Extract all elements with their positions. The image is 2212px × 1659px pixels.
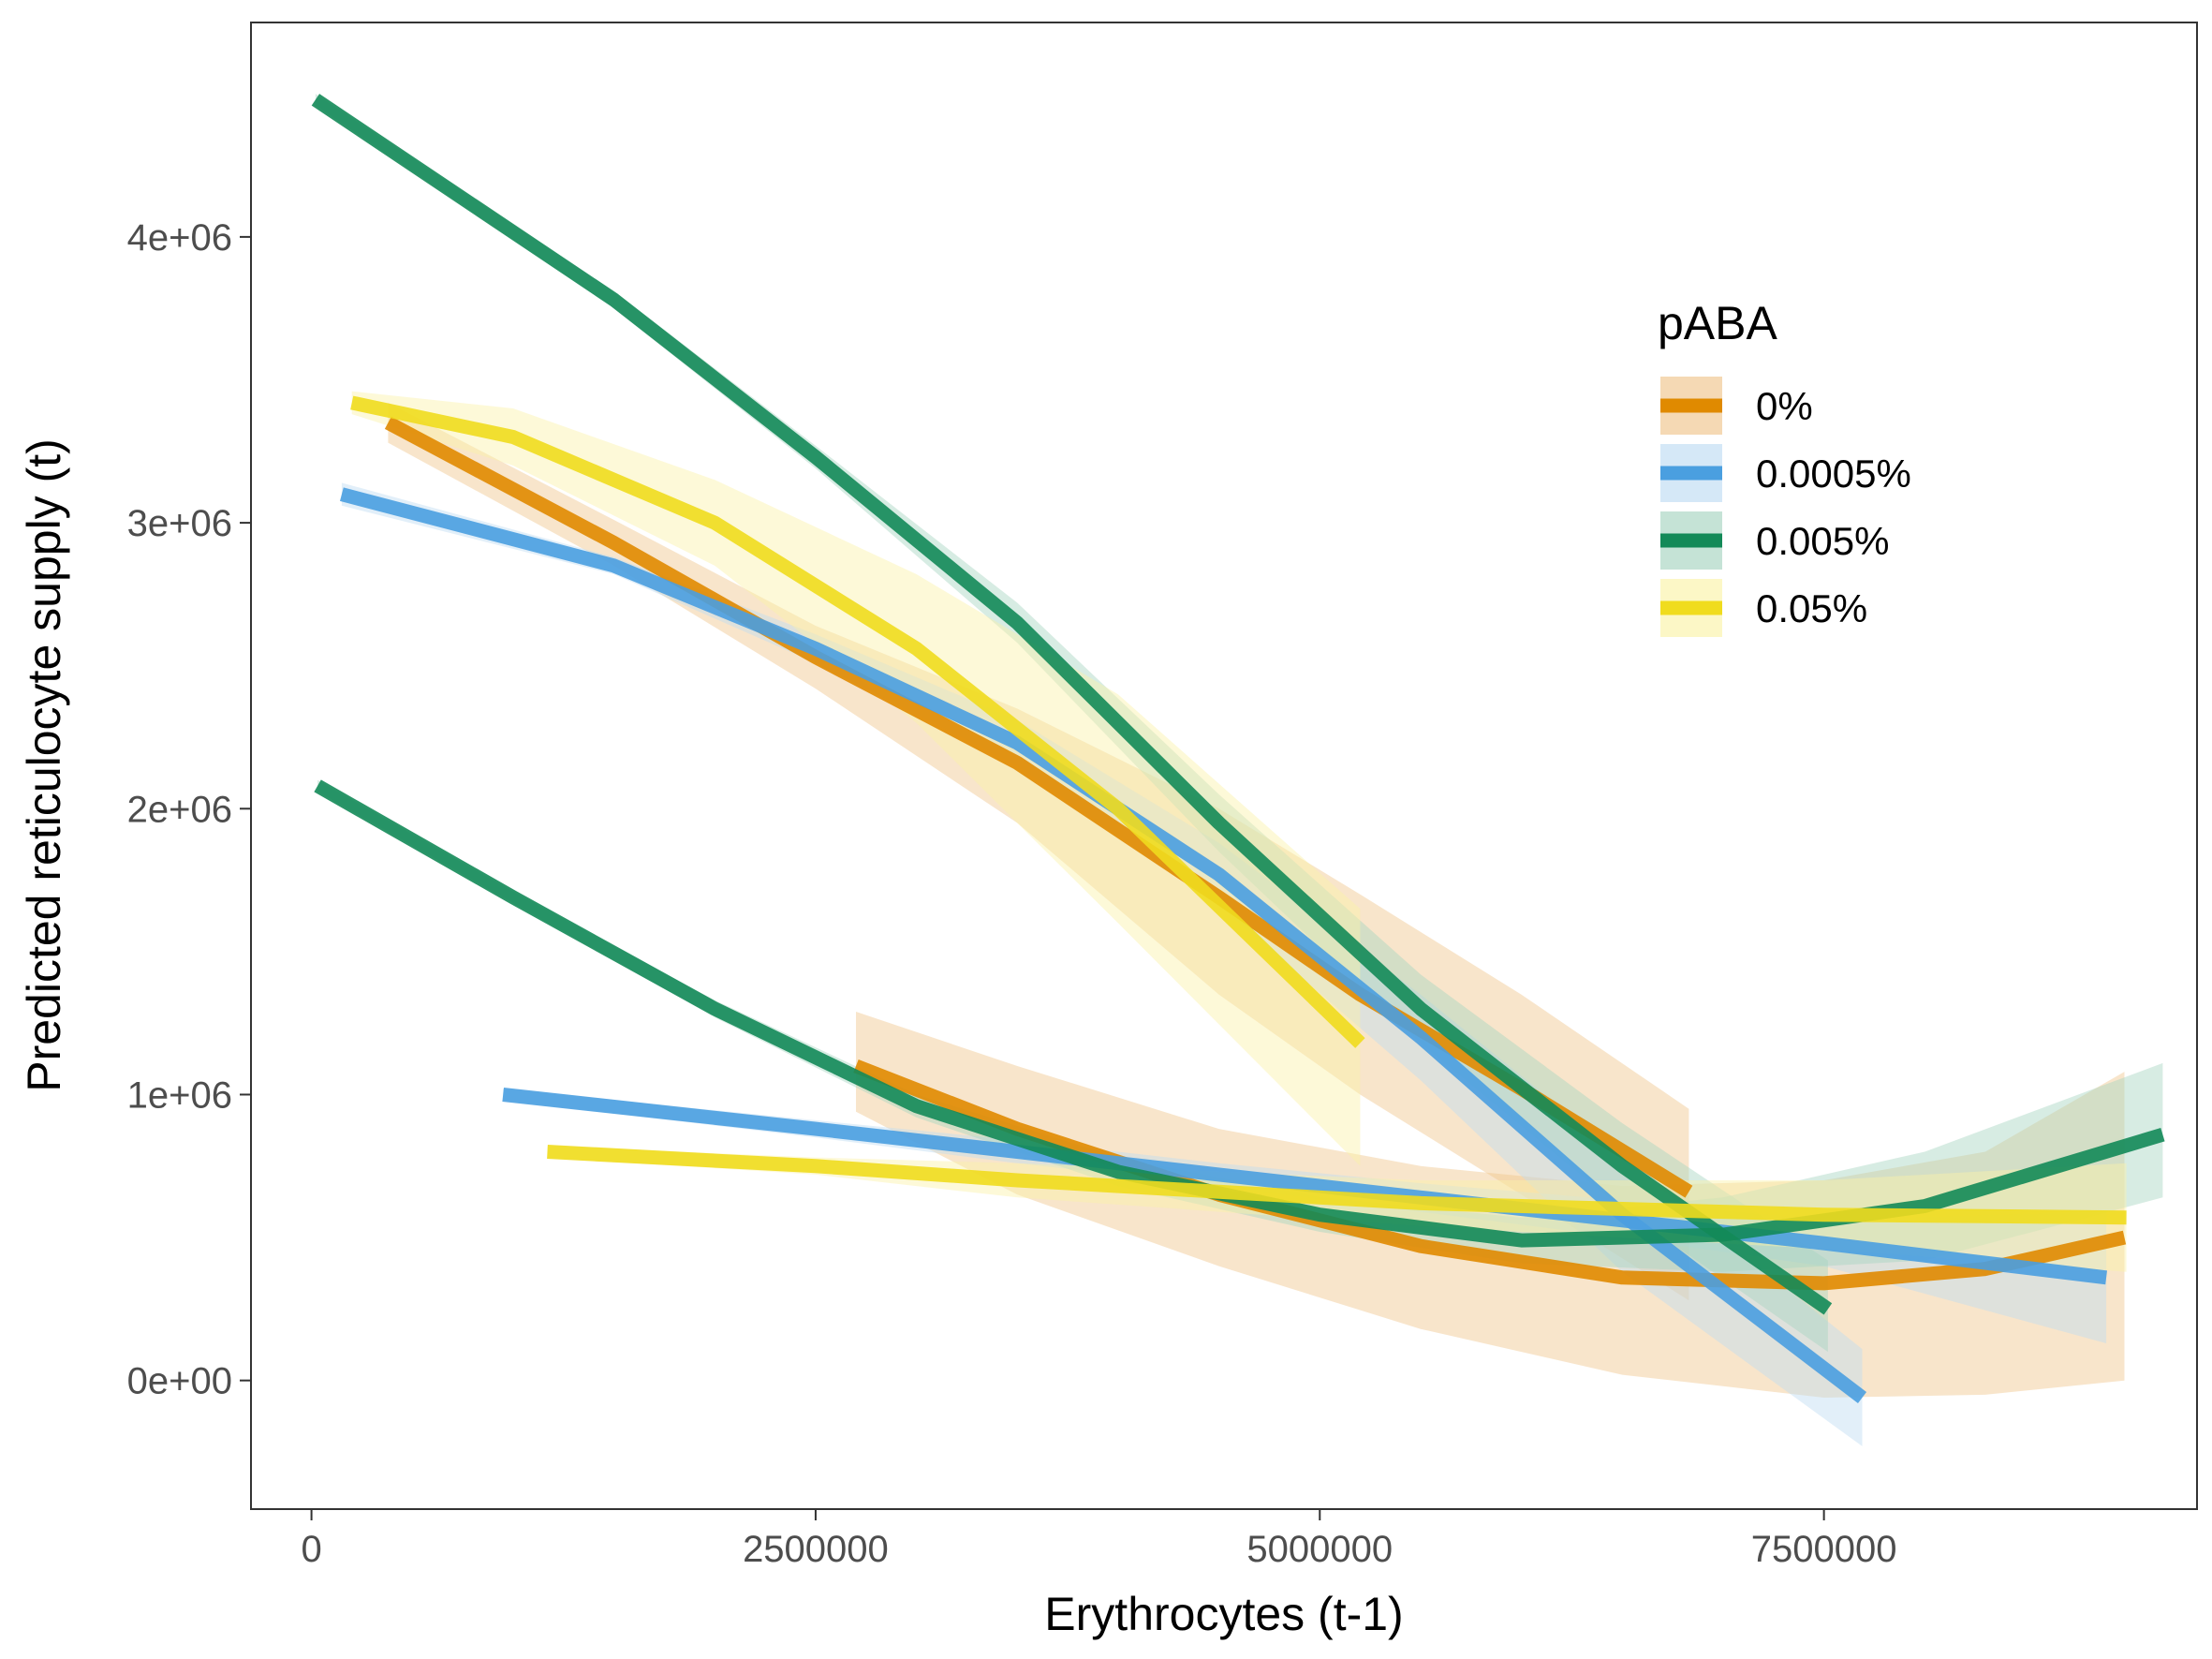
y-tick-label: 0e+00 <box>127 1361 232 1402</box>
plot-panel-border <box>250 22 2198 1510</box>
line-0-curve-2 <box>853 1059 2127 1291</box>
legend-label-0-0005: 0.0005% <box>1756 452 1911 496</box>
band-0-05-curve-1 <box>351 391 1361 1166</box>
x-tick-label: 5000000 <box>1246 1529 1393 1570</box>
x-axis: 0 2500000 5000000 7500000 <box>301 1509 1896 1570</box>
y-tick-label: 2e+06 <box>127 789 232 830</box>
band-0-curve-1 <box>388 402 1689 1301</box>
line-0-05-curve-1 <box>350 395 1365 1048</box>
x-tick-label: 2500000 <box>743 1529 889 1570</box>
y-axis-title: Predicted reticulocyte supply (t) <box>18 438 70 1092</box>
legend: pABA 0% 0.0005% 0.005% 0.05% <box>1658 297 1911 637</box>
x-tick-label: 0 <box>301 1529 321 1570</box>
legend-label-0-005: 0.005% <box>1756 519 1889 563</box>
y-axis: 0e+00 1e+06 2e+06 3e+06 4e+06 <box>127 217 251 1402</box>
legend-title: pABA <box>1658 297 1778 349</box>
line-0-005-curve-1 <box>311 94 1833 1315</box>
legend-label-0-05: 0.05% <box>1756 586 1867 630</box>
legend-label-0: 0% <box>1756 384 1813 428</box>
line-0-0005-curve-2 <box>502 1088 2108 1285</box>
x-tick-label: 7500000 <box>1751 1529 1897 1570</box>
x-axis-title: Erythrocytes (t-1) <box>1044 1588 1403 1640</box>
y-tick-label: 3e+06 <box>127 503 232 544</box>
fit-lines <box>311 94 2165 1403</box>
y-tick-label: 1e+06 <box>127 1074 232 1116</box>
y-tick-label: 4e+06 <box>127 217 232 259</box>
line-0-05-curve-2 <box>547 1145 2127 1225</box>
